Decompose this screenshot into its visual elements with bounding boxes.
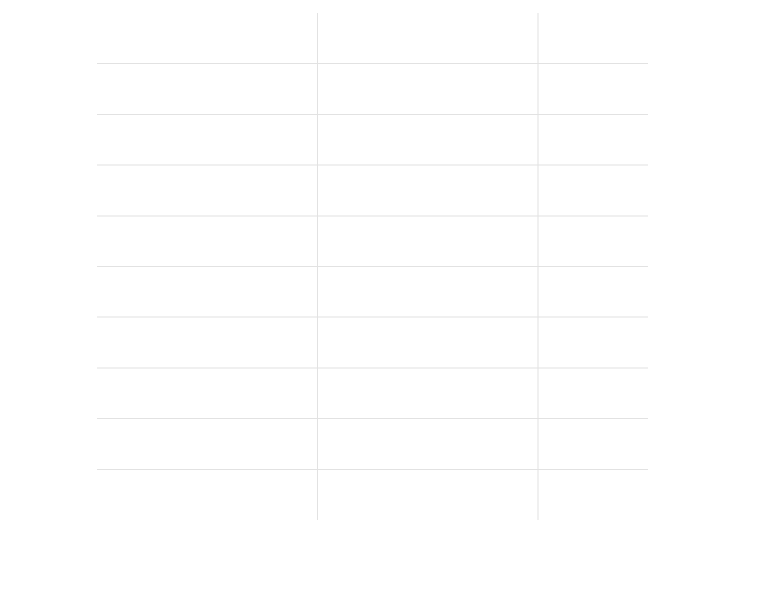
gridlines [97,13,648,520]
